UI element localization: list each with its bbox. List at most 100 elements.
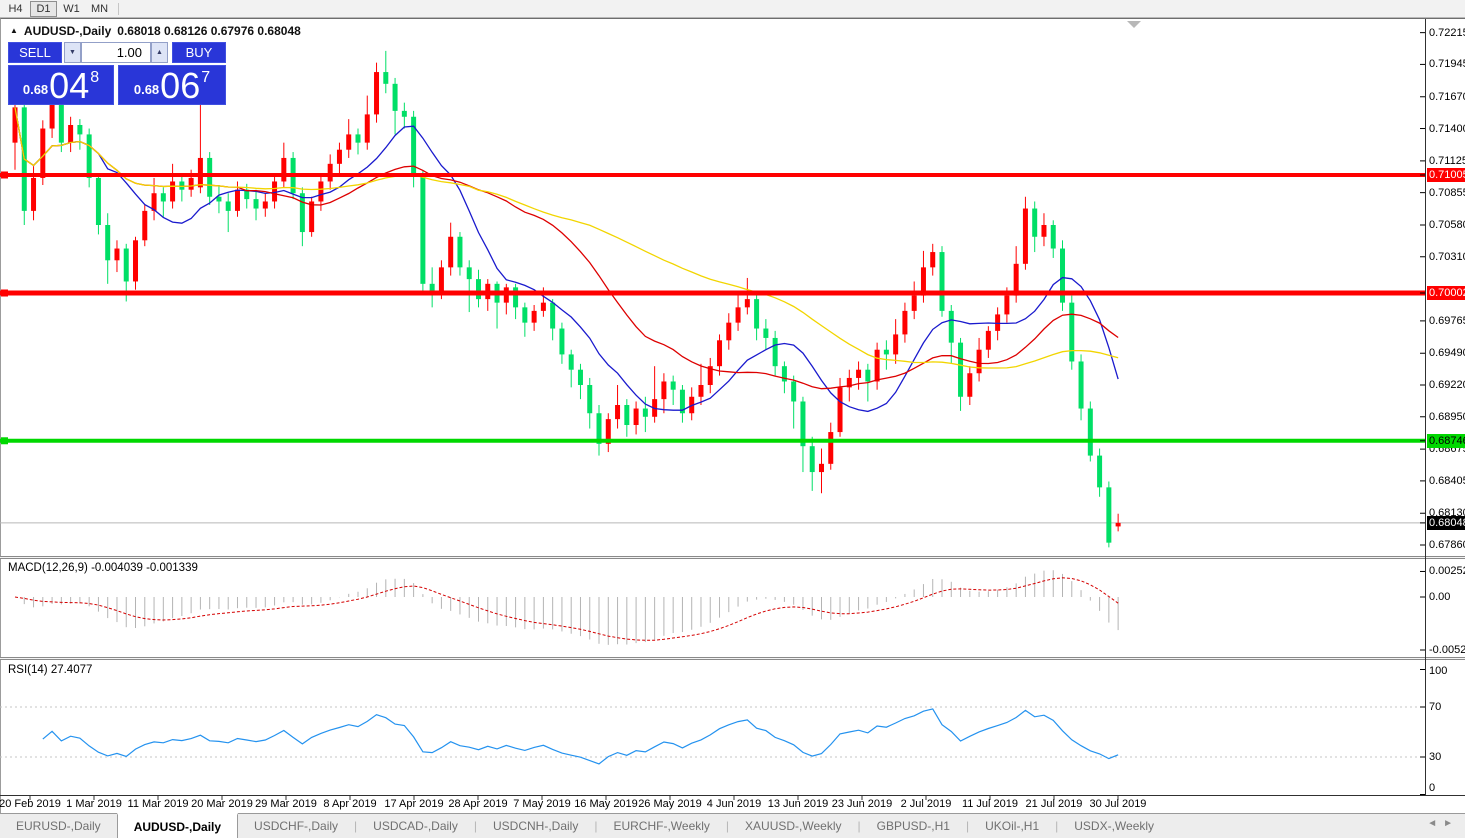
candle-body	[1050, 225, 1056, 249]
macd-axis-label: -0.005234	[1429, 644, 1465, 656]
candle-body	[661, 381, 667, 400]
toolbar-separator	[118, 2, 120, 15]
candle-body	[411, 116, 417, 174]
candle-body	[281, 157, 287, 182]
candle-body	[818, 463, 824, 473]
candle-body	[707, 366, 713, 386]
date-label: 29 Mar 2019	[255, 798, 317, 810]
candle-body	[995, 314, 1001, 331]
candle-body	[809, 446, 815, 473]
candle-body	[985, 330, 991, 350]
chart-tab-usdcad-daily[interactable]: USDCAD-,Daily	[373, 819, 458, 833]
chart-tab-eurusd-daily[interactable]: EURUSD-,Daily	[16, 819, 101, 833]
candle-body	[420, 175, 426, 284]
sell-button[interactable]: SELL	[8, 42, 62, 63]
candle-body	[513, 287, 519, 308]
date-label: 7 May 2019	[513, 798, 571, 810]
candle-body	[374, 72, 380, 115]
candle-body	[772, 337, 778, 367]
ma-fast-line	[14, 107, 1119, 413]
buy-price-prefix: 0.68	[133, 82, 160, 97]
date-label: 28 Apr 2019	[448, 798, 508, 810]
date-label: 2 Jul 2019	[900, 798, 952, 810]
sell-price-big: 04	[49, 65, 90, 106]
candle-body	[299, 193, 305, 233]
chart-tab-xauusd-weekly[interactable]: XAUUSD-,Weekly	[745, 819, 842, 833]
candle-body	[948, 310, 954, 343]
candle-body	[1087, 408, 1093, 456]
price-axis-label: 0.68405	[1429, 474, 1465, 487]
candle-body	[856, 369, 862, 378]
candle-body	[197, 157, 203, 188]
timeframe-button-w1[interactable]: W1	[63, 2, 80, 15]
candle-body	[86, 134, 92, 178]
chart-tab-usdcnh-daily[interactable]: USDCNH-,Daily	[492, 819, 579, 833]
tab-separator: |	[354, 819, 358, 833]
candle-body	[1041, 225, 1047, 237]
volume-input[interactable]: 1.00	[81, 42, 151, 63]
chart-tab-bar: EURUSD-,Daily AUDUSD-,Daily USDCHF-,Daily |…	[0, 813, 1465, 838]
chart-window[interactable]	[0, 18, 1465, 813]
timeframe-button-mn[interactable]: MN	[91, 2, 109, 15]
buy-price-big: 06	[160, 65, 201, 106]
date-label: 17 Apr 2019	[384, 798, 444, 810]
candle-body	[791, 381, 797, 402]
sell-price-display[interactable]: 0.68 04 8	[8, 65, 114, 105]
candle-body	[355, 134, 361, 143]
timeframe-button-d1[interactable]: D1	[30, 0, 57, 17]
volume-decrease-button[interactable]: ▼	[64, 42, 81, 63]
macd-axis-label: 0.00	[1429, 591, 1451, 603]
candle-body	[642, 408, 648, 417]
candle-body	[142, 210, 148, 241]
candle-body	[392, 83, 398, 111]
ma-medium-line	[14, 107, 1119, 390]
date-label: 1 Mar 2019	[66, 798, 122, 810]
buy-price-display[interactable]: 0.68 06 7	[118, 65, 226, 105]
tab-scroll-left-icon[interactable]: ◄	[1427, 818, 1444, 829]
chart-tab-eurchf-weekly[interactable]: EURCHF-,Weekly	[613, 819, 710, 833]
candle-body	[234, 189, 240, 211]
candle-body	[763, 328, 769, 338]
price-axis-label: 0.67860	[1429, 539, 1465, 551]
buy-price-pip: 7	[201, 69, 211, 86]
candle-body	[346, 134, 352, 150]
chart-tab-usdchf-daily[interactable]: USDCHF-,Daily	[254, 819, 339, 833]
rsi-axis-label: 0	[1429, 782, 1436, 794]
buy-button[interactable]: BUY	[172, 42, 226, 63]
price-axis-label: 0.69765	[1429, 314, 1465, 327]
price-axis-label: 0.68950	[1429, 410, 1465, 423]
timeframe-button-h4[interactable]: H4	[8, 2, 23, 15]
candle-body	[670, 381, 676, 390]
collapse-arrow-icon[interactable]: ▲	[10, 25, 18, 35]
candle-body	[800, 401, 806, 447]
tab-separator: |	[725, 819, 730, 833]
candle-body	[466, 267, 472, 280]
candle-body	[31, 177, 37, 211]
chart-tab-usdx-weekly[interactable]: USDX-,Weekly	[1074, 819, 1155, 833]
candle-body	[68, 124, 74, 143]
tab-separator: |	[965, 819, 970, 833]
candle-body	[568, 354, 574, 370]
candle-body	[401, 110, 407, 117]
date-label: 23 Jun 2019	[831, 798, 893, 810]
tab-scroll-arrows[interactable]: ◄►	[1427, 818, 1459, 829]
candle-body	[735, 307, 741, 323]
price-axis-label: 0.70580	[1429, 219, 1465, 231]
candle-body	[615, 405, 621, 420]
price-axis-label: 0.71945	[1429, 58, 1465, 71]
candle-body	[883, 349, 889, 355]
volume-increase-button[interactable]: ▲	[151, 42, 168, 63]
line-anchor-marker	[1, 289, 8, 297]
candle-body	[448, 236, 454, 268]
chart-tab-audusd-daily[interactable]: AUDUSD-,Daily	[116, 813, 239, 838]
tab-scroll-right-icon[interactable]: ►	[1443, 818, 1459, 829]
candle-body	[309, 201, 315, 233]
date-label: 8 Apr 2019	[323, 798, 377, 810]
tab-separator: |	[594, 819, 598, 833]
chart-tab-gbpusd-h1[interactable]: GBPUSD-,H1	[876, 819, 950, 833]
candle-body	[559, 328, 565, 355]
candle-body	[605, 419, 611, 444]
macd-signal-line	[14, 577, 1119, 641]
chart-tab-ukoil-h1[interactable]: UKOil-,H1	[985, 819, 1040, 833]
